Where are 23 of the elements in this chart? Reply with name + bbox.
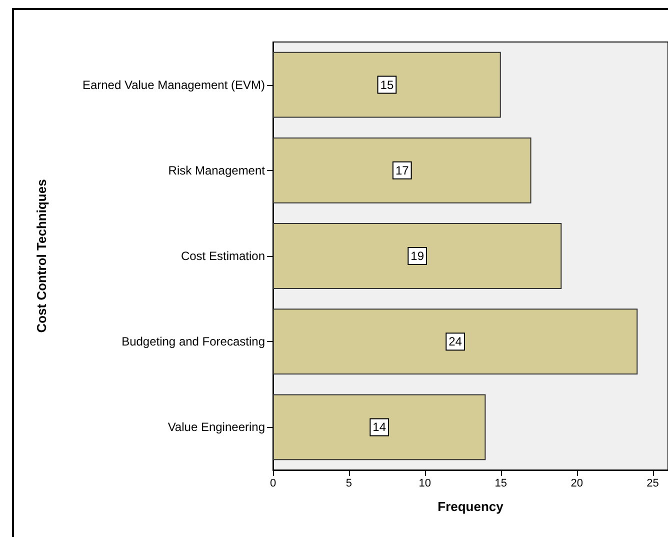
y-tick-label: Earned Value Management (EVM) [82,78,265,92]
y-tick-label: Budgeting and Forecasting [122,334,265,349]
y-tick-label: Risk Management [168,163,266,178]
bar [273,137,532,204]
x-tick-label: 5 [346,478,352,490]
x-tick-label: 25 [646,478,659,490]
y-axis-title: Cost Control Techniques [34,179,49,333]
y-tick-label: Cost Estimation [180,249,265,263]
data-label: 17 [395,163,410,178]
data-label: 14 [372,420,386,434]
x-tick-label: 0 [270,478,276,490]
x-tick-label: 15 [494,478,508,490]
y-tick-label: Value Engineering [168,420,265,434]
bar [273,223,562,289]
data-label: 15 [380,78,394,92]
x-axis-title: Frequency [438,499,504,514]
x-tick-label: 10 [418,478,432,490]
bar [273,394,486,460]
bar [273,52,501,118]
data-label: 19 [410,249,424,263]
data-label: 24 [448,334,462,349]
bar [273,308,638,375]
x-tick-label: 20 [570,478,583,490]
